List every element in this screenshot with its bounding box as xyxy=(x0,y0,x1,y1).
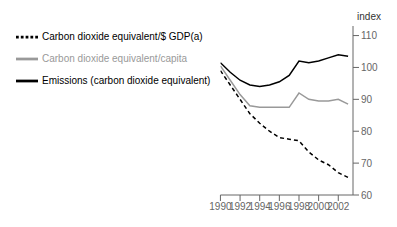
svg-text:1994: 1994 xyxy=(248,201,271,213)
svg-text:2002: 2002 xyxy=(327,201,350,212)
svg-text:100: 100 xyxy=(361,62,378,73)
svg-text:80: 80 xyxy=(361,126,373,137)
svg-text:1992: 1992 xyxy=(228,201,252,213)
svg-text:1998: 1998 xyxy=(287,201,311,213)
svg-text:110: 110 xyxy=(361,30,377,41)
html-text:Carbon dioxide equivalent/capi: Carbon dioxide equivalent/capita xyxy=(42,52,188,64)
svg-text:index: index xyxy=(357,11,381,22)
svg-text:60: 60 xyxy=(361,190,373,201)
svg-text:90: 90 xyxy=(361,94,373,105)
html-text:Carbon dioxide equivalent/$ GD: Carbon dioxide equivalent/$ GDP(a) xyxy=(42,30,203,42)
html-text:Emissions (carbon dioxide equi: Emissions (carbon dioxide equivalent) xyxy=(42,74,211,86)
svg-text:1996: 1996 xyxy=(268,201,291,213)
svg-text:70: 70 xyxy=(361,158,373,169)
svg-text:2000: 2000 xyxy=(307,201,330,213)
svg-text:1990: 1990 xyxy=(209,201,232,213)
